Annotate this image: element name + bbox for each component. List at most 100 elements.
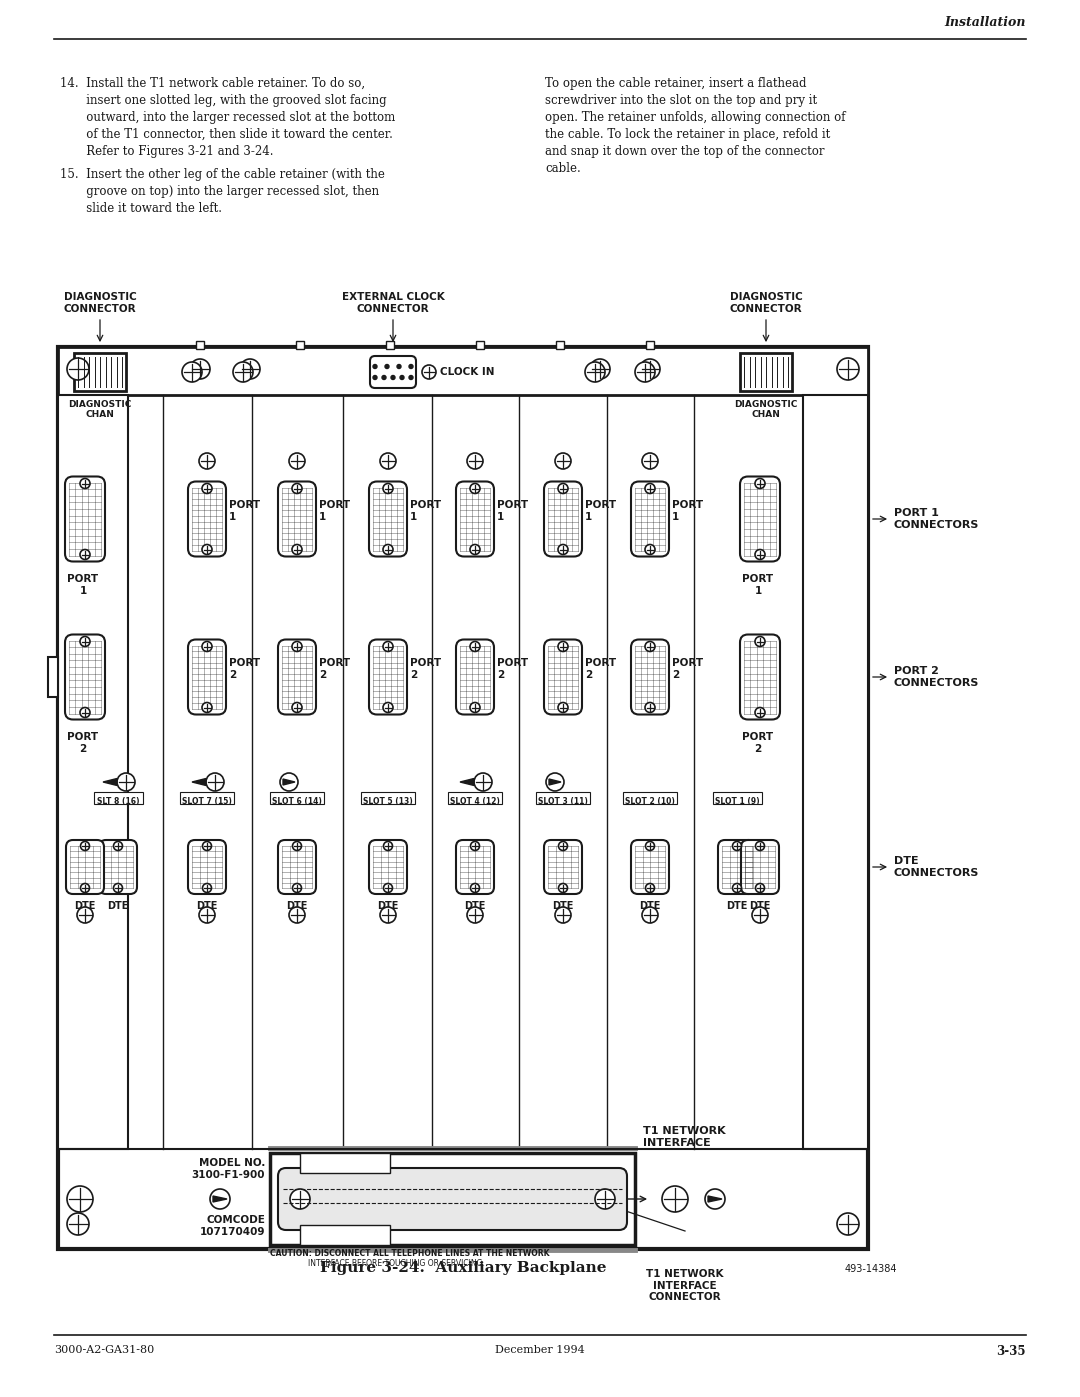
Circle shape: [662, 1186, 688, 1213]
Circle shape: [705, 1189, 725, 1208]
Text: DTE: DTE: [286, 901, 308, 911]
Text: DTE: DTE: [639, 901, 661, 911]
Text: PORT
1: PORT 1: [672, 500, 703, 522]
Text: the cable. To lock the retainer in place, refold it: the cable. To lock the retainer in place…: [545, 129, 831, 141]
Circle shape: [77, 907, 93, 923]
Circle shape: [546, 773, 564, 791]
Polygon shape: [460, 778, 474, 785]
Text: PORT
1: PORT 1: [319, 500, 350, 522]
Circle shape: [467, 453, 483, 469]
FancyBboxPatch shape: [740, 476, 780, 562]
Text: SLOT 5 (13): SLOT 5 (13): [363, 798, 413, 806]
Text: 15.  Insert the other leg of the cable retainer (with the: 15. Insert the other leg of the cable re…: [60, 168, 384, 182]
Circle shape: [752, 907, 768, 923]
Circle shape: [409, 365, 413, 369]
Circle shape: [203, 883, 212, 893]
Text: PORT
1: PORT 1: [67, 574, 98, 595]
Circle shape: [646, 841, 654, 851]
Circle shape: [470, 641, 480, 651]
Bar: [537, 792, 590, 805]
Text: PORT
2: PORT 2: [742, 732, 773, 753]
Text: insert one slotted leg, with the grooved slot facing: insert one slotted leg, with the grooved…: [60, 94, 387, 108]
Text: PORT
1: PORT 1: [497, 500, 528, 522]
Circle shape: [80, 479, 90, 489]
Bar: [296, 341, 303, 349]
Circle shape: [113, 883, 122, 893]
Bar: [386, 341, 394, 349]
Bar: [270, 1153, 635, 1245]
Circle shape: [558, 545, 568, 555]
Bar: [740, 353, 792, 391]
Bar: [556, 341, 564, 349]
Text: T1 NETWORK
INTERFACE: T1 NETWORK INTERFACE: [643, 1126, 726, 1148]
Circle shape: [373, 376, 377, 380]
Circle shape: [383, 483, 393, 493]
Circle shape: [203, 841, 212, 851]
FancyBboxPatch shape: [631, 640, 669, 714]
FancyBboxPatch shape: [188, 482, 226, 556]
Circle shape: [595, 1189, 615, 1208]
Circle shape: [383, 883, 392, 893]
Text: PORT
1: PORT 1: [585, 500, 616, 522]
Text: PORT
1: PORT 1: [742, 574, 773, 595]
Circle shape: [383, 841, 392, 851]
Circle shape: [380, 453, 396, 469]
Bar: [476, 341, 484, 349]
FancyBboxPatch shape: [65, 476, 105, 562]
Text: PORT
2: PORT 2: [497, 658, 528, 680]
Circle shape: [384, 365, 389, 369]
FancyBboxPatch shape: [65, 634, 105, 719]
Circle shape: [383, 545, 393, 555]
Circle shape: [202, 641, 212, 651]
Text: DTE: DTE: [727, 901, 747, 911]
Bar: [195, 341, 204, 349]
Text: PORT
2: PORT 2: [672, 658, 703, 680]
Circle shape: [755, 479, 765, 489]
Text: PORT
2: PORT 2: [319, 658, 350, 680]
Circle shape: [240, 359, 260, 379]
Text: of the T1 connector, then slide it toward the center.: of the T1 connector, then slide it towar…: [60, 129, 393, 141]
Text: DTE: DTE: [552, 901, 573, 911]
FancyBboxPatch shape: [369, 482, 407, 556]
Circle shape: [645, 703, 654, 712]
Text: MODEL NO.
3100-F1-900: MODEL NO. 3100-F1-900: [191, 1158, 265, 1179]
Text: DTE: DTE: [750, 901, 771, 911]
Circle shape: [199, 453, 215, 469]
Text: DTE: DTE: [377, 901, 399, 911]
Text: PORT
2: PORT 2: [585, 658, 616, 680]
Text: groove on top) into the larger recessed slot, then: groove on top) into the larger recessed …: [60, 184, 379, 198]
Text: T1 NETWORK
INTERFACE
CONNECTOR: T1 NETWORK INTERFACE CONNECTOR: [646, 1268, 724, 1302]
Polygon shape: [549, 780, 561, 785]
Text: SLOT 2 (10): SLOT 2 (10): [625, 798, 675, 806]
Text: DTE: DTE: [75, 901, 96, 911]
Text: SLOT 4 (12): SLOT 4 (12): [450, 798, 500, 806]
Circle shape: [645, 545, 654, 555]
FancyBboxPatch shape: [718, 840, 756, 894]
Text: outward, into the larger recessed slot at the bottom: outward, into the larger recessed slot a…: [60, 110, 395, 124]
Circle shape: [642, 907, 658, 923]
Circle shape: [233, 362, 253, 381]
Text: PORT
1: PORT 1: [229, 500, 260, 522]
Bar: [646, 341, 654, 349]
FancyBboxPatch shape: [278, 1168, 627, 1229]
Circle shape: [289, 453, 305, 469]
Text: PORT
2: PORT 2: [229, 658, 260, 680]
Circle shape: [117, 773, 135, 791]
Circle shape: [67, 1213, 89, 1235]
Text: 14.  Install the T1 network cable retainer. To do so,: 14. Install the T1 network cable retaine…: [60, 77, 365, 89]
FancyBboxPatch shape: [278, 482, 316, 556]
Text: Refer to Figures 3-21 and 3-24.: Refer to Figures 3-21 and 3-24.: [60, 145, 273, 158]
Text: CLOCK IN: CLOCK IN: [440, 367, 495, 377]
FancyBboxPatch shape: [544, 482, 582, 556]
Text: PORT
2: PORT 2: [67, 732, 98, 753]
Circle shape: [555, 453, 571, 469]
Circle shape: [837, 358, 859, 380]
Text: 3000-A2-GA31-80: 3000-A2-GA31-80: [54, 1345, 154, 1355]
FancyBboxPatch shape: [278, 640, 316, 714]
Text: Figure 3-24.  Auxiliary Backplane: Figure 3-24. Auxiliary Backplane: [320, 1261, 606, 1275]
Circle shape: [202, 545, 212, 555]
Text: DIAGNOSTIC
CONNECTOR: DIAGNOSTIC CONNECTOR: [64, 292, 136, 314]
Circle shape: [558, 703, 568, 712]
Circle shape: [467, 907, 483, 923]
Circle shape: [280, 773, 298, 791]
